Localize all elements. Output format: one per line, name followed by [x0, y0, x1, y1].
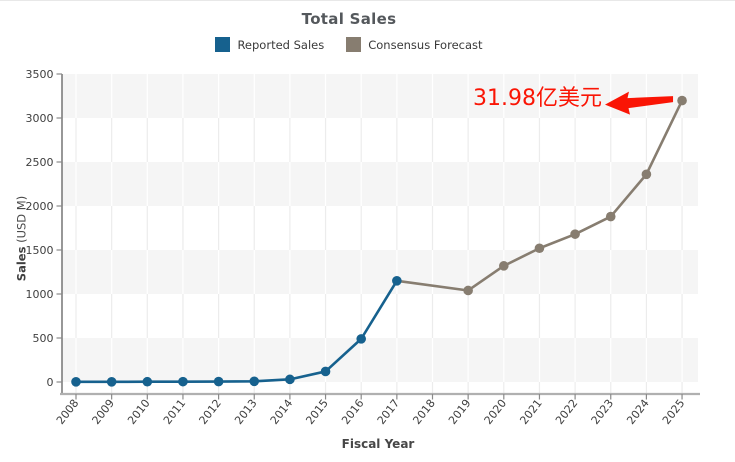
- y-tick-label: 3000: [26, 112, 54, 125]
- reported-sales-swatch-icon: [215, 37, 231, 52]
- y-tick-label: 0: [47, 376, 54, 389]
- x-axis-title: Fiscal Year: [341, 437, 415, 451]
- y-tick-label: 500: [33, 332, 54, 345]
- x-tick-label: 2021: [517, 397, 544, 427]
- data-point-consensus-forecast-2020[interactable]: [499, 261, 509, 271]
- x-tick-label: 2008: [54, 397, 81, 427]
- data-point-reported-sales-2015[interactable]: [320, 366, 331, 377]
- data-point-reported-sales-2012[interactable]: [213, 376, 224, 387]
- data-point-consensus-forecast-2022[interactable]: [570, 229, 580, 239]
- consensus-forecast-swatch-icon: [346, 37, 362, 52]
- band-row: [62, 162, 698, 206]
- annotation-text: 31.98亿美元: [473, 86, 602, 111]
- series-line-reported-sales: [76, 280, 398, 384]
- x-tick-label: 2009: [90, 397, 117, 427]
- legend-label-reported-sales: Reported Sales: [237, 37, 325, 52]
- y-tick-label: 1500: [26, 244, 54, 257]
- y-tick-label: 2500: [26, 156, 54, 169]
- data-point-reported-sales-2009[interactable]: [106, 377, 117, 387]
- data-point-reported-sales-2008[interactable]: [71, 377, 81, 387]
- chart-title: Total Sales: [301, 10, 397, 28]
- data-point-consensus-forecast-2024[interactable]: [641, 169, 652, 180]
- data-point-consensus-forecast-2019[interactable]: [463, 285, 473, 296]
- legend-item-consensus-forecast[interactable]: Consensus Forecast: [346, 37, 483, 52]
- x-tick-label: 2012: [196, 397, 223, 427]
- x-tick-label: 2014: [268, 397, 295, 427]
- x-tick-label: 2025: [660, 397, 687, 427]
- y-tick-label: 3500: [26, 68, 54, 81]
- band-row: [62, 338, 698, 382]
- x-tick-label: 2018: [410, 397, 437, 427]
- data-point-consensus-forecast-2023[interactable]: [605, 211, 616, 222]
- legend-item-reported-sales[interactable]: Reported Sales: [215, 37, 324, 52]
- x-tick-label: 2020: [482, 397, 509, 427]
- data-point-consensus-forecast-2021[interactable]: [534, 243, 545, 254]
- data-point-reported-sales-2013[interactable]: [249, 376, 260, 387]
- legend: Reported Sales Consensus Forecast: [0, 37, 698, 52]
- x-tick-label: 2013: [232, 397, 259, 427]
- y-axis-title: Sales (USD M): [15, 89, 32, 389]
- x-tick-label: 2024: [624, 397, 651, 427]
- data-point-reported-sales-2010[interactable]: [142, 376, 153, 387]
- band-row: [62, 250, 698, 294]
- data-point-reported-sales-2011[interactable]: [178, 376, 188, 387]
- x-tick-label: 2011: [161, 397, 188, 427]
- y-axis-title-unit: (USD M): [14, 195, 29, 247]
- annotation-arrow: [605, 91, 674, 115]
- band-row: [62, 74, 698, 118]
- y-axis-title-bold: Sales: [14, 246, 29, 282]
- data-point-consensus-forecast-2025[interactable]: [677, 95, 687, 106]
- x-tick-label: 2016: [339, 397, 366, 427]
- data-point-reported-sales-2016[interactable]: [356, 334, 367, 344]
- data-point-reported-sales-2014[interactable]: [285, 374, 295, 385]
- y-tick-label: 2000: [26, 200, 54, 213]
- data-point-reported-sales-2017[interactable]: [392, 276, 402, 286]
- x-tick-label: 2010: [125, 397, 152, 427]
- x-tick-label: 2015: [303, 397, 330, 427]
- x-tick-label: 2023: [589, 397, 616, 427]
- x-tick-label: 2017: [375, 397, 402, 427]
- y-tick-label: 1000: [26, 288, 54, 301]
- legend-label-consensus-forecast: Consensus Forecast: [368, 37, 483, 52]
- x-tick-label: 2022: [553, 397, 580, 427]
- x-tick-label: 2019: [446, 397, 473, 427]
- series-line-consensus-forecast: [396, 100, 684, 292]
